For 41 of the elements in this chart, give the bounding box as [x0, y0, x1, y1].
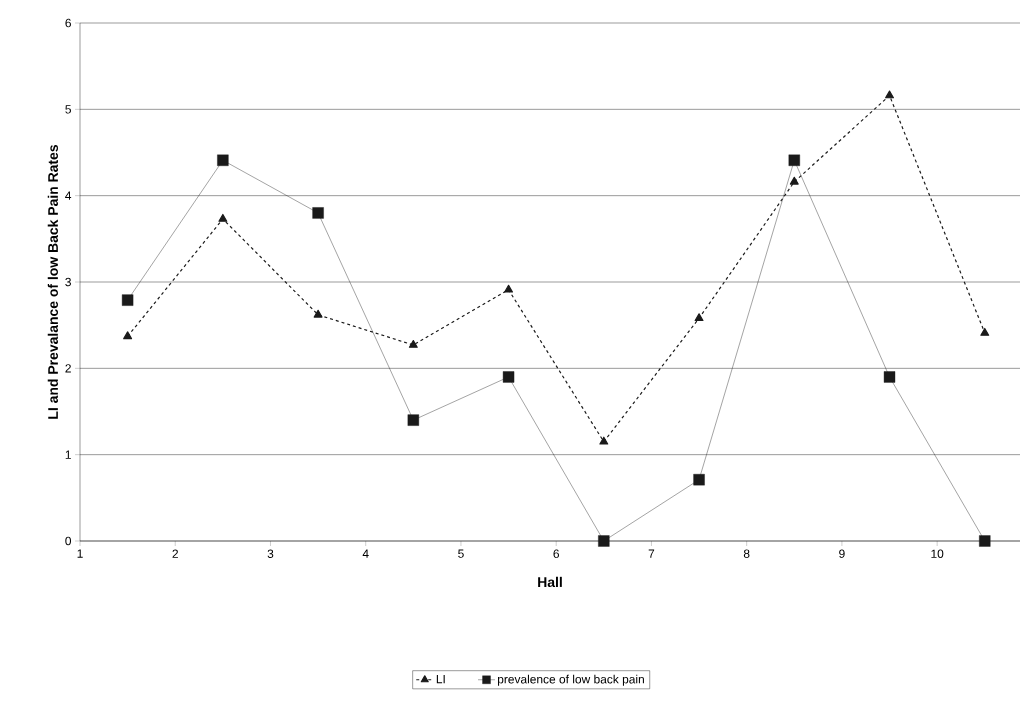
x-tick-label: 5: [458, 549, 464, 558]
y-tick-label: 0: [65, 536, 72, 546]
point: [693, 474, 705, 486]
point: [599, 436, 609, 445]
y-tick-label: 3: [65, 277, 71, 287]
point: [121, 294, 134, 306]
y-tick-label: 5: [65, 105, 71, 114]
point: [312, 207, 324, 219]
y-tick-label: 1: [65, 450, 71, 459]
legend-label: LI: [436, 674, 445, 684]
x-tick-label: 1: [77, 549, 83, 558]
point: [313, 309, 323, 318]
x-tick-label: 7: [648, 549, 655, 558]
y-tick-label: 2: [65, 364, 71, 373]
x-tick-label: 8: [743, 549, 750, 558]
x-tick-label: 2: [172, 549, 178, 558]
x-tick-label: 10: [931, 549, 944, 558]
point: [502, 371, 515, 383]
point: [218, 213, 228, 222]
point: [979, 535, 991, 547]
point: [217, 154, 229, 166]
x-axis-title: Hall: [538, 576, 562, 588]
point: [123, 331, 133, 340]
y-axis-title: LI and Prevalance of low Back Pain Rates: [47, 145, 58, 419]
x-tick-label: 9: [839, 549, 845, 558]
y-tick-label: 4: [65, 191, 72, 200]
point: [408, 339, 418, 348]
point: [788, 154, 800, 166]
x-tick-label: 4: [362, 549, 369, 558]
point: [883, 371, 896, 383]
x-tick-label: 6: [553, 549, 559, 558]
point: [504, 284, 514, 293]
point: [407, 414, 420, 426]
x-tick-label: 3: [267, 549, 274, 558]
point: [598, 535, 610, 547]
point: [789, 176, 799, 185]
y-tick-label: 6: [65, 18, 71, 28]
point: [694, 313, 704, 322]
legend-label: prevalence of low back pain: [497, 674, 644, 686]
point: [885, 90, 895, 99]
point: [980, 327, 990, 336]
